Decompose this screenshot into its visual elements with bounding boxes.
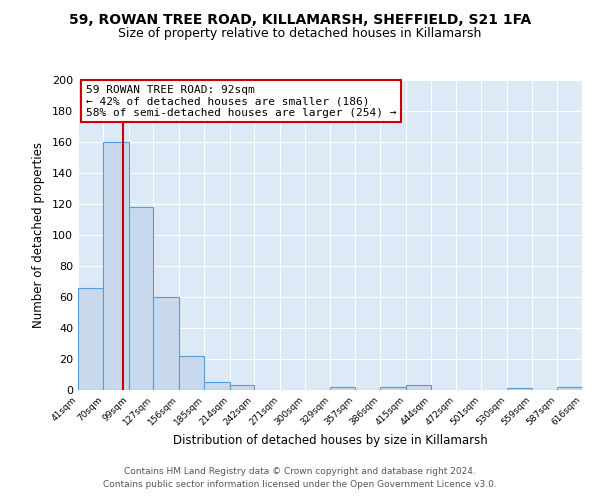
Bar — [129, 207, 154, 390]
Bar — [331, 387, 355, 390]
Text: Size of property relative to detached houses in Killamarsh: Size of property relative to detached ho… — [118, 28, 482, 40]
X-axis label: Distribution of detached houses by size in Killamarsh: Distribution of detached houses by size … — [173, 434, 487, 447]
Bar — [380, 387, 406, 390]
Bar — [406, 386, 431, 390]
Text: Contains public sector information licensed under the Open Government Licence v3: Contains public sector information licen… — [103, 480, 497, 489]
Bar — [230, 386, 254, 390]
Bar — [78, 288, 103, 390]
Text: 59, ROWAN TREE ROAD, KILLAMARSH, SHEFFIELD, S21 1FA: 59, ROWAN TREE ROAD, KILLAMARSH, SHEFFIE… — [69, 12, 531, 26]
Text: Contains HM Land Registry data © Crown copyright and database right 2024.: Contains HM Land Registry data © Crown c… — [124, 467, 476, 476]
Bar — [154, 297, 179, 390]
Text: 59 ROWAN TREE ROAD: 92sqm
← 42% of detached houses are smaller (186)
58% of semi: 59 ROWAN TREE ROAD: 92sqm ← 42% of detac… — [86, 84, 396, 118]
Bar — [179, 356, 204, 390]
Y-axis label: Number of detached properties: Number of detached properties — [32, 142, 45, 328]
Bar — [204, 382, 230, 390]
Bar — [506, 388, 532, 390]
Bar — [103, 142, 129, 390]
Bar — [557, 387, 582, 390]
